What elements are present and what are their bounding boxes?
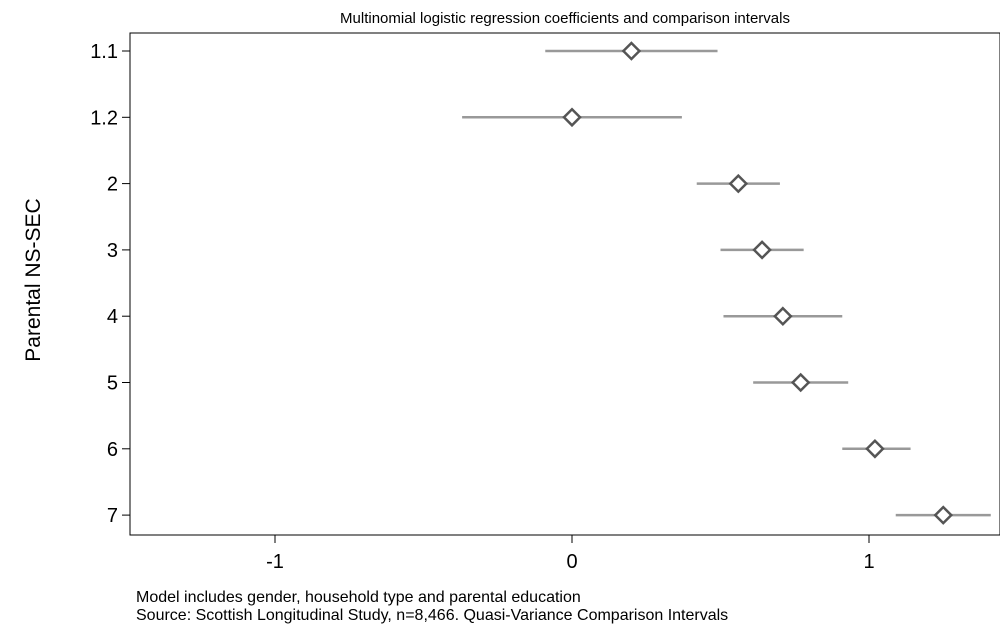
- coefficient-marker: [865, 439, 885, 459]
- footnote-model: Model includes gender, household type an…: [136, 589, 581, 606]
- y-tick-label: 2: [107, 174, 118, 196]
- footnote-source: Source: Scottish Longitudinal Study, n=8…: [136, 607, 728, 624]
- plot-frame: [129, 32, 1000, 536]
- y-tick-label: 1.2: [90, 107, 118, 129]
- y-tick-label: 6: [107, 439, 118, 461]
- coefficient-marker: [621, 41, 642, 61]
- coefficient-marker: [728, 173, 749, 194]
- chart-title: Multinomial logistic regression coeffici…: [340, 10, 790, 27]
- coefficient-marker: [752, 240, 772, 260]
- coefficient-marker: [933, 505, 954, 525]
- coefficient-marker: [773, 306, 793, 326]
- y-tick-label: 5: [107, 373, 118, 395]
- x-tick-label: -1: [266, 551, 284, 573]
- x-tick-label: 0: [566, 551, 577, 573]
- coefficient-marker: [562, 107, 582, 128]
- x-tick-label: 1: [863, 551, 874, 573]
- coefficient-marker: [790, 372, 811, 393]
- y-tick-label: 7: [107, 505, 118, 527]
- y-tick-label: 1.1: [90, 41, 118, 63]
- y-axis-label: Parental NS-SEC: [22, 198, 45, 361]
- y-tick-label: 4: [107, 306, 118, 328]
- y-tick-label: 3: [107, 240, 118, 262]
